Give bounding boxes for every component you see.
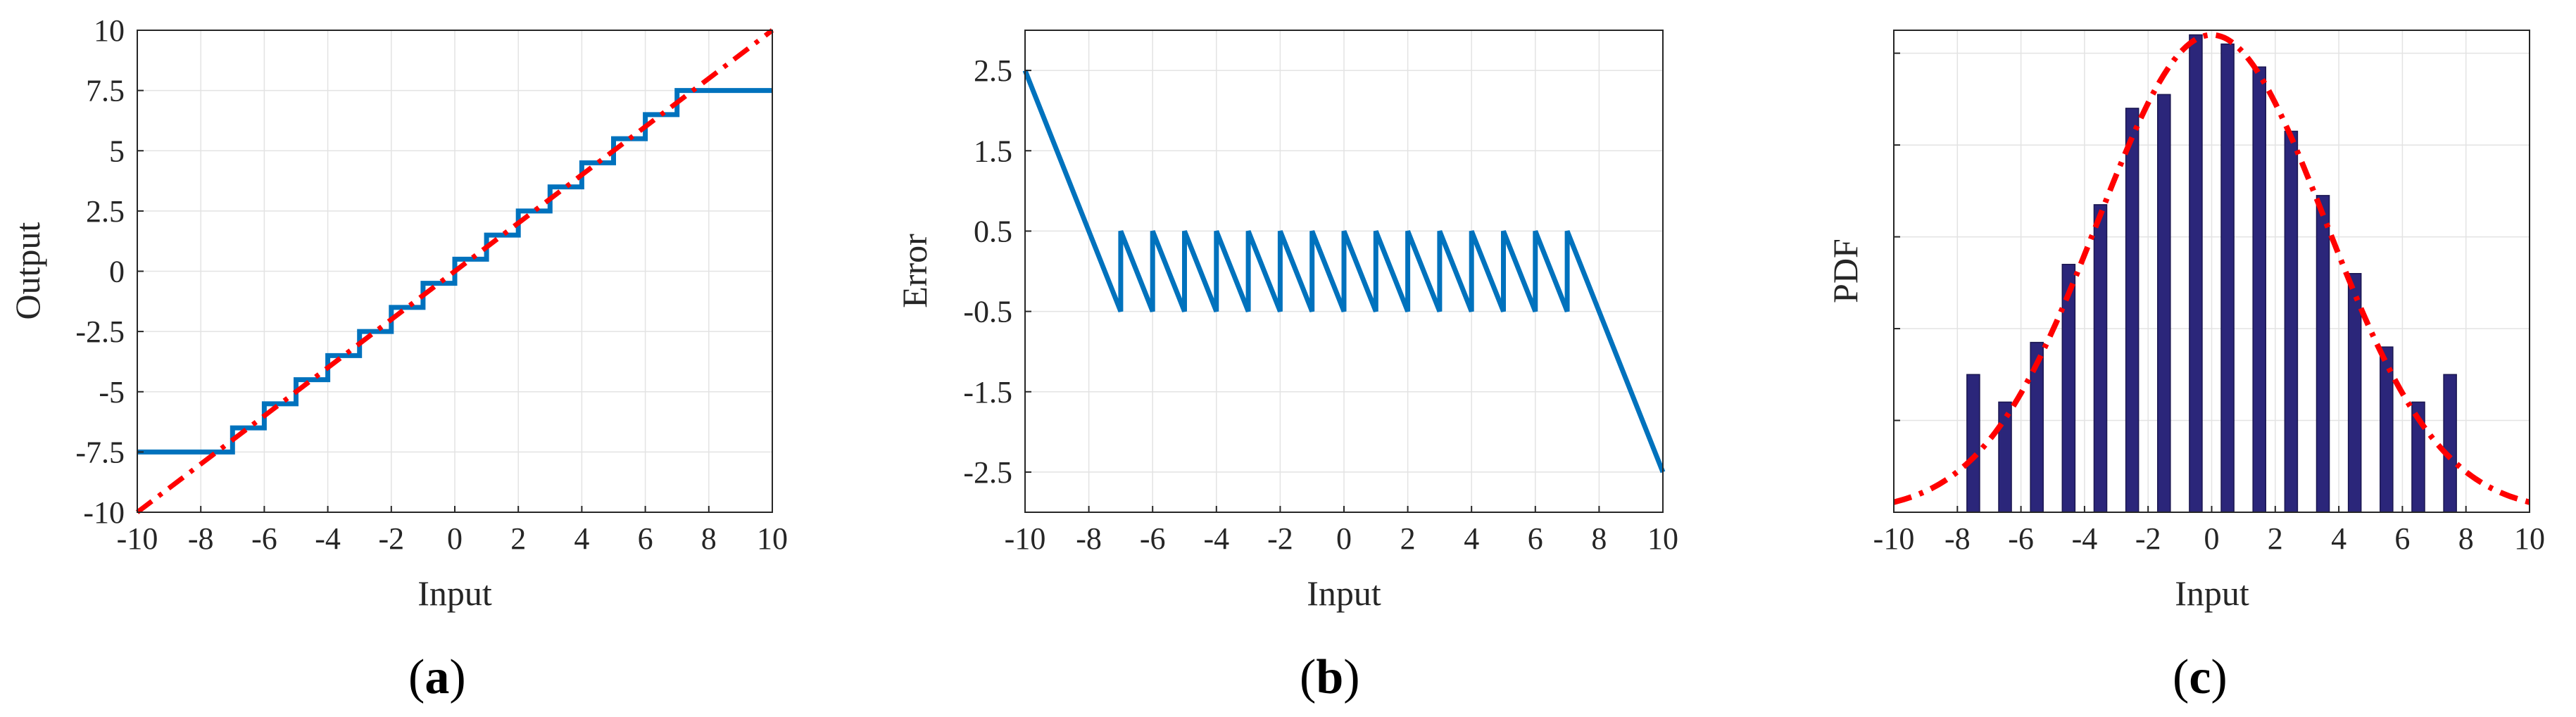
panel-label-c-close: ) (2211, 650, 2227, 704)
x-tick-label: 8 (1591, 521, 1607, 556)
x-tick-label: -2 (378, 521, 404, 556)
x-tick-label: 4 (1464, 521, 1479, 556)
xlabel-a: Input (417, 573, 492, 613)
ticks-c: -10 -8 -6 -4 -2 0 2 4 6 8 10 (1873, 52, 2545, 556)
y-tick-label: -5 (99, 375, 125, 410)
xlabel-b: Input (1307, 573, 1381, 613)
y-tick-label: 0.5 (974, 214, 1012, 248)
y-tick-label: 0 (109, 255, 125, 289)
x-tick-label: -4 (2072, 521, 2098, 556)
y-tick-label: 7.5 (86, 74, 125, 108)
y-tick-label: -10 (83, 495, 125, 530)
x-tick-label: -8 (1944, 521, 1971, 556)
gaussian-fit-curve (1892, 32, 2531, 505)
x-tick-label: 2 (1400, 521, 1416, 556)
ylabel-a: Output (8, 222, 47, 319)
y-tick-label: 1.5 (974, 134, 1012, 168)
x-tick-label: 6 (1528, 521, 1543, 556)
panel-label-c-letter: c (2189, 650, 2211, 704)
pdf-bar (1966, 374, 1980, 513)
y-tick-label: 2.5 (974, 53, 1012, 88)
x-tick-label: -6 (2008, 521, 2034, 556)
quantizer-line (1022, 69, 1666, 474)
panel-label-c: (c) (2173, 650, 2228, 704)
pdf-bar (2189, 34, 2203, 513)
chart-panel-a: -10 -8 -6 -4 -2 0 2 4 6 8 10 -10 -7.5 -5 -2.5 0 2.5 5 7.5 1… (8, 13, 788, 613)
pdf-bar (2252, 66, 2267, 513)
x-tick-label: 10 (1647, 521, 1678, 556)
x-tick-label: -8 (188, 521, 214, 556)
x-tick-label: 10 (757, 521, 788, 556)
panel-label-a-close: ) (449, 650, 465, 704)
x-tick-label: 6 (638, 521, 653, 556)
x-tick-label: 8 (701, 521, 717, 556)
pdf-bar (2284, 130, 2299, 513)
x-tick-label: 6 (2394, 521, 2410, 556)
panel-label-b: (b) (1300, 650, 1360, 704)
y-tick-label: -2.5 (963, 455, 1012, 490)
pdf-bar (2316, 195, 2330, 513)
ylabel-c: PDF (1826, 239, 1865, 303)
x-tick-label: 2 (2268, 521, 2283, 556)
y-tick-label: 2.5 (86, 194, 125, 229)
x-tick-label: -10 (1005, 521, 1046, 556)
y-tick-label: -2.5 (75, 315, 125, 349)
bars-c (1966, 34, 2457, 513)
x-tick-label: -10 (117, 521, 158, 556)
chart-panel-b: -10 -8 -6 -4 -2 0 2 4 6 8 10-2.5-1.5-0.50.51.52.5 … (895, 30, 1678, 613)
x-tick-label: 0 (2204, 521, 2220, 556)
x-tick-label: -2 (2135, 521, 2161, 556)
pdf-bar (2125, 108, 2140, 513)
chart-panel-c: -10 -8 -6 -4 -2 0 2 4 6 8 10 Input PDF (1826, 30, 2545, 613)
pdf-bar (1998, 401, 2012, 513)
pdf-bar (2220, 43, 2235, 513)
y-tick-label: 10 (94, 13, 125, 48)
x-tick-label: -6 (1140, 521, 1166, 556)
panel-label-a-open: ( (408, 650, 425, 704)
y-tick-label: -7.5 (75, 435, 125, 469)
x-tick-label: -4 (315, 521, 341, 556)
x-tick-label: 0 (447, 521, 463, 556)
y-tick-label: 5 (109, 134, 125, 168)
ylabel-b: Error (895, 234, 934, 308)
panel-label-b-letter: b (1316, 650, 1343, 704)
grid-c (1893, 30, 2530, 512)
series-b (1022, 69, 1666, 474)
ticks-b: -10 -8 -6 -4 -2 0 2 4 6 8 10 -2.5 -1.5 -0.5 0.5 1.5 2.5 (963, 53, 1678, 556)
panel-label-b-open: ( (1300, 650, 1316, 704)
ticks-a: -10 -8 -6 -4 -2 0 2 4 6 8 10 -10 -7.5 -5 -2.5 0 2.5 5 7.5 1… (75, 13, 788, 556)
curve-c (1892, 32, 2531, 505)
x-tick-label: -6 (251, 521, 277, 556)
x-tick-label: -4 (1203, 521, 1229, 556)
xlabel-c: Input (2175, 573, 2249, 613)
y-tick-label: -0.5 (963, 295, 1012, 329)
series-a (135, 28, 774, 514)
panel-label-a-letter: a (425, 650, 449, 704)
pdf-bar (2093, 204, 2108, 513)
x-tick-label: -10 (1873, 521, 1915, 556)
x-tick-label: 10 (2514, 521, 2545, 556)
pdf-bar (2443, 374, 2457, 513)
x-tick-label: 8 (2458, 521, 2474, 556)
x-tick-label: 4 (574, 521, 589, 556)
x-tick-label: 2 (510, 521, 526, 556)
panel-label-b-close: ) (1343, 650, 1359, 704)
ideal-line (135, 28, 774, 514)
x-tick-label: 4 (2331, 521, 2346, 556)
pdf-bar (2061, 263, 2076, 513)
x-tick-label: -2 (1267, 521, 1293, 556)
x-tick-label: -8 (1076, 521, 1102, 556)
x-tick-label: 0 (1336, 521, 1352, 556)
y-tick-label: -1.5 (963, 375, 1012, 410)
panel-label-c-open: ( (2173, 650, 2189, 704)
panel-label-a: (a) (408, 650, 466, 704)
pdf-bar (2156, 94, 2171, 513)
